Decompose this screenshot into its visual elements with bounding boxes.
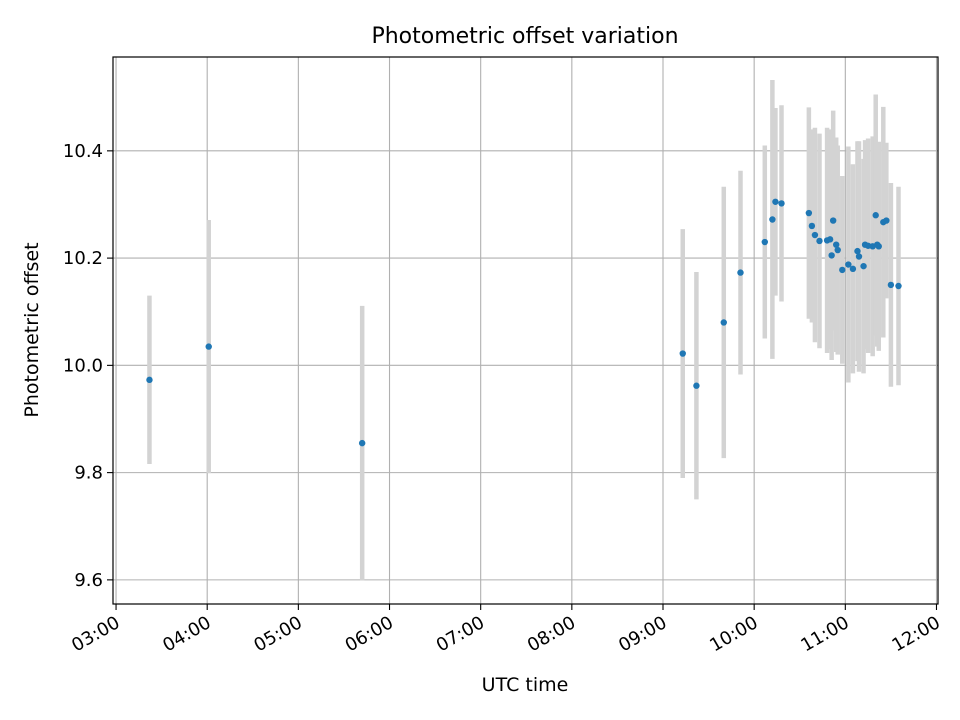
data-point — [854, 247, 861, 255]
data-point — [895, 282, 902, 290]
data-point — [834, 246, 841, 254]
data-point — [805, 209, 813, 217]
x-tick-label: 12:00 — [889, 612, 944, 656]
x-tick-label: 07:00 — [433, 612, 488, 656]
data-point — [828, 252, 835, 259]
data-point — [811, 231, 819, 239]
x-tick-label: 08:00 — [524, 612, 579, 656]
data-point — [860, 262, 867, 270]
data-point — [737, 269, 744, 276]
data-point — [816, 237, 823, 245]
data-point — [849, 265, 857, 273]
y-tick-label: 9.8 — [74, 463, 103, 484]
plot-frame — [112, 56, 939, 605]
x-tick-label: 05:00 — [250, 612, 305, 656]
data-point — [855, 253, 863, 260]
data-point — [826, 236, 834, 243]
data-point — [769, 216, 776, 223]
data-point — [839, 266, 846, 274]
data-point — [829, 217, 837, 224]
data-point — [778, 200, 785, 207]
data-point — [772, 198, 779, 205]
x-tick-label: 04:00 — [159, 612, 214, 656]
data-point — [720, 319, 727, 326]
x-axis-label: UTC time — [482, 674, 569, 696]
data-point — [845, 261, 852, 268]
x-tick-label: 11:00 — [797, 612, 852, 656]
data-point — [679, 350, 686, 357]
x-tick-label: 09:00 — [615, 612, 670, 656]
y-tick-label: 10.0 — [63, 355, 103, 376]
x-tick-label: 06:00 — [342, 612, 397, 656]
error-bars — [147, 80, 901, 581]
data-point — [875, 243, 882, 250]
x-tick-label: 10:00 — [706, 612, 761, 656]
data-point — [693, 382, 700, 389]
data-point — [205, 343, 212, 350]
y-axis-ticks: 9.6 9.8 10.0 10.2 10.4 — [63, 141, 113, 591]
grid — [113, 57, 938, 604]
data-point — [808, 222, 816, 230]
data-point — [358, 439, 366, 447]
data-point — [761, 238, 768, 246]
y-axis-label: Photometric offset — [21, 242, 43, 417]
y-tick-label: 10.2 — [63, 248, 103, 269]
data-point — [872, 212, 879, 219]
data-point — [146, 376, 153, 384]
y-tick-label: 9.6 — [74, 570, 103, 591]
data-point — [887, 281, 895, 289]
data-point — [833, 241, 840, 248]
data-point — [883, 217, 890, 224]
data-points — [146, 198, 902, 447]
x-axis-ticks: 03:00 04:00 05:00 06:00 07:00 08:00 09:00 10:00… — [68, 604, 944, 656]
chart-title: Photometric offset variation — [371, 24, 678, 49]
y-tick-label: 10.4 — [63, 141, 103, 162]
x-tick-label: 03:00 — [68, 612, 123, 656]
